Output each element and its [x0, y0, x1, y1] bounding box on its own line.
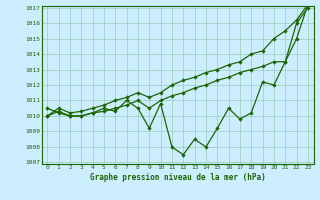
X-axis label: Graphe pression niveau de la mer (hPa): Graphe pression niveau de la mer (hPa)	[90, 173, 266, 182]
